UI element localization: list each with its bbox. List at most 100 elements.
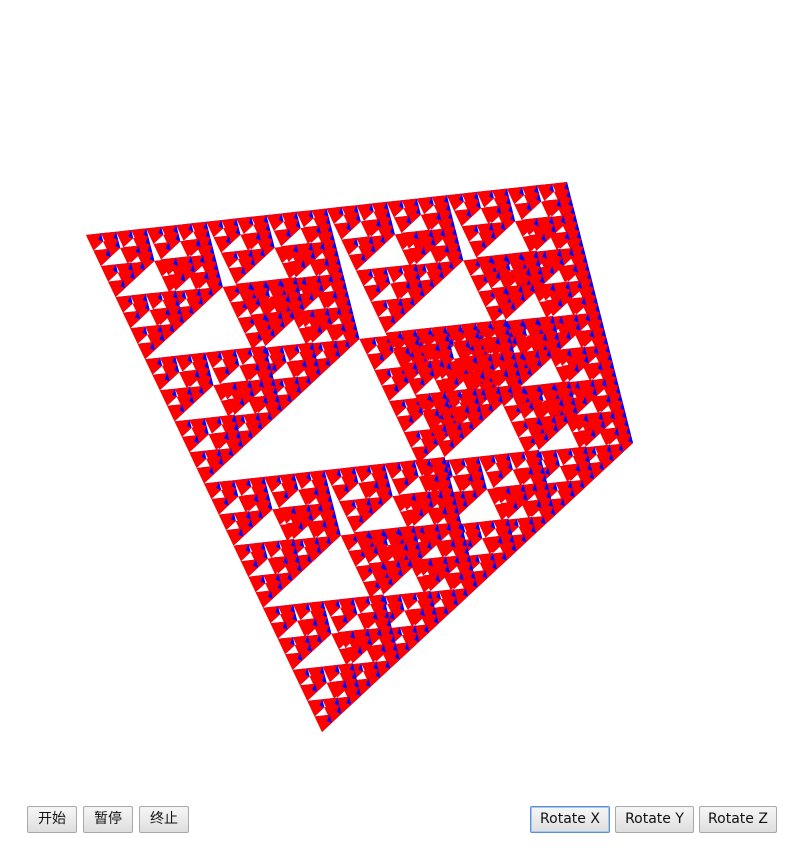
fractal-face xyxy=(478,520,494,538)
fractal-face xyxy=(248,542,264,560)
fractal-face xyxy=(408,246,424,264)
fractal-face xyxy=(415,327,431,345)
fractal-face xyxy=(212,366,228,384)
fractal-face xyxy=(506,187,522,205)
fractal-face xyxy=(508,451,524,469)
fractal-face xyxy=(266,213,282,231)
fractal-face xyxy=(524,499,540,517)
fractal-face xyxy=(360,611,376,629)
fractal-face xyxy=(278,539,294,557)
fractal-face xyxy=(168,273,184,291)
fractal-face xyxy=(370,300,386,318)
fractal-face xyxy=(361,661,377,679)
fractal-face xyxy=(463,522,479,540)
fractal-face xyxy=(219,382,235,400)
fractal-face xyxy=(160,290,176,308)
fractal-face xyxy=(570,446,586,464)
fractal-face xyxy=(523,450,539,468)
fractal-face xyxy=(131,228,147,246)
fractal-face xyxy=(204,449,220,467)
fractal-face xyxy=(463,258,479,276)
fractal-face xyxy=(329,680,345,698)
fractal-face xyxy=(552,231,568,249)
fractal-face xyxy=(445,389,461,408)
fractal-face xyxy=(362,580,378,598)
fractal-face xyxy=(206,220,222,238)
fractal-face xyxy=(503,404,519,423)
fractal-face xyxy=(175,354,191,372)
fractal-face xyxy=(484,205,500,223)
fractal-face xyxy=(432,245,448,263)
rotate-y-button[interactable]: Rotate Y xyxy=(615,806,694,833)
fractal-face xyxy=(341,237,357,256)
fractal-face xyxy=(493,453,509,471)
fractal-face xyxy=(355,564,371,583)
fractal-face xyxy=(454,209,470,227)
rotate-x-button[interactable]: Rotate X xyxy=(530,806,610,833)
fractal-face xyxy=(191,221,207,239)
fractal-face xyxy=(537,316,553,334)
fractal-face xyxy=(385,331,401,349)
fractal-face xyxy=(152,307,168,325)
fractal-face xyxy=(356,236,372,254)
fractal-face xyxy=(320,340,336,358)
fractal-face xyxy=(305,325,320,343)
fractal-face xyxy=(353,530,369,548)
start-button[interactable]: 开始 xyxy=(27,806,77,833)
fractal-face xyxy=(438,539,454,557)
fractal-face xyxy=(190,352,206,370)
fractal-face xyxy=(115,262,131,280)
fractal-face xyxy=(263,606,278,624)
fractal-face xyxy=(286,521,302,539)
fractal-face xyxy=(383,560,399,578)
fractal-face xyxy=(529,233,544,251)
fractal-face xyxy=(540,449,556,467)
fractal-face xyxy=(243,297,259,315)
fractal-face xyxy=(594,444,610,462)
fractal-face xyxy=(263,573,279,591)
fractal-face xyxy=(461,224,477,242)
stop-button[interactable]: 终止 xyxy=(139,806,189,833)
fractal-face xyxy=(301,487,317,505)
fractal-face xyxy=(244,331,260,350)
fractal-face xyxy=(383,527,399,545)
fractal-face xyxy=(218,512,234,531)
fractal-face xyxy=(312,308,328,326)
fractal-face xyxy=(407,377,423,395)
fractal-face xyxy=(586,412,602,430)
fractal-face xyxy=(391,477,407,495)
fractal-face xyxy=(491,188,507,206)
sierpinski-fractal xyxy=(86,182,633,732)
fractal-face xyxy=(577,379,593,397)
fractal-face xyxy=(196,466,212,484)
fractal-face xyxy=(211,497,227,515)
fractal-face xyxy=(100,264,116,282)
fractal-face xyxy=(476,190,492,208)
fractal-face xyxy=(361,546,377,564)
fractal-face xyxy=(137,342,153,360)
fractal-face xyxy=(424,262,440,280)
fractal-face xyxy=(553,281,569,299)
fractal-face xyxy=(381,383,397,402)
fractal-face xyxy=(145,292,161,310)
fractal-face xyxy=(250,313,266,331)
fractal-face xyxy=(292,668,308,686)
fractal-face xyxy=(174,419,190,437)
fractal-face xyxy=(282,376,298,395)
fractal-face xyxy=(491,286,506,304)
pause-button[interactable]: 暂停 xyxy=(83,806,133,833)
fractal-face xyxy=(393,281,409,299)
fractal-face xyxy=(221,218,237,236)
fractal-face xyxy=(455,473,471,491)
fractal-face xyxy=(288,260,304,278)
fractal-face xyxy=(346,515,362,533)
fractal-face xyxy=(363,284,379,302)
fractal-face xyxy=(296,210,312,228)
fractal-face xyxy=(554,381,570,399)
fractal-face xyxy=(337,663,353,681)
fractal-face xyxy=(352,628,368,647)
rotate-z-button[interactable]: Rotate Z xyxy=(699,806,777,833)
fractal-face xyxy=(578,429,594,447)
fractal-face xyxy=(400,592,416,610)
fractal-face xyxy=(430,326,446,344)
